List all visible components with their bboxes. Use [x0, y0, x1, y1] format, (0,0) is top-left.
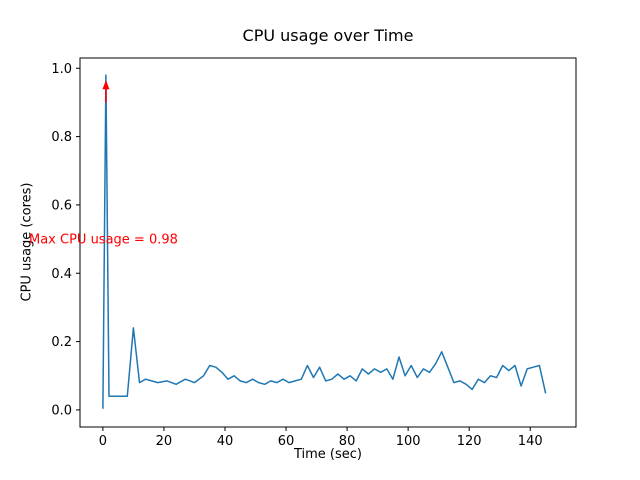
axes-frame [79, 57, 577, 428]
x-tick-label: 60 [278, 434, 295, 449]
y-tick-label: 1.0 [51, 62, 72, 77]
x-tick-label: 20 [156, 434, 173, 449]
x-tick-label: 100 [396, 434, 421, 449]
y-tick-label: 0.4 [51, 267, 72, 282]
x-tick-label: 120 [457, 434, 482, 449]
chart-title: CPU usage over Time [242, 26, 414, 45]
y-tick-label: 0.2 [51, 335, 72, 350]
annotation-arrowhead-icon [102, 80, 110, 90]
x-tick-label: 140 [518, 434, 543, 449]
y-tick-label: 0.0 [51, 403, 72, 418]
y-tick-label: 0.8 [51, 130, 72, 145]
x-tick-label: 0 [99, 434, 107, 449]
x-axis-label: Time (sec) [293, 447, 362, 462]
max-cpu-annotation: Max CPU usage = 0.98 [29, 232, 178, 248]
x-tick-label: 80 [339, 434, 356, 449]
cpu-usage-line [102, 74, 547, 409]
x-tick-label: 40 [217, 434, 234, 449]
y-tick-label: 0.6 [51, 198, 72, 213]
